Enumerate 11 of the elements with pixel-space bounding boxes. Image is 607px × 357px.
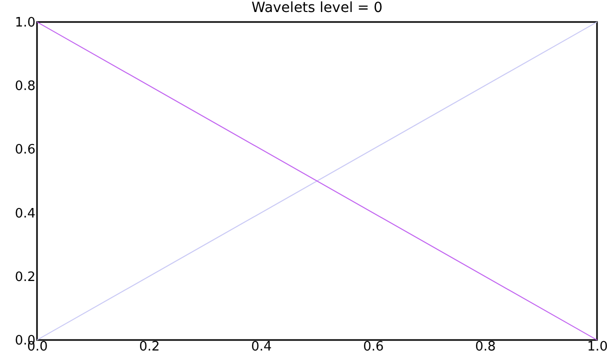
x-tick-label: 1.0 (587, 340, 607, 354)
y-tick-label: 0.8 (14, 79, 36, 94)
x-tick-label: 0.8 (475, 340, 496, 354)
x-tick-label: 0.4 (251, 340, 272, 354)
y-tick-label: 0.6 (14, 142, 36, 158)
y-tick-label: 0.4 (14, 206, 36, 222)
x-tick-label: 0.6 (363, 340, 384, 354)
y-tick-label: 0.2 (14, 270, 36, 285)
chart-title: Wavelets level = 0 (252, 0, 382, 16)
y-tick-label: 1.0 (14, 16, 36, 30)
x-tick-label: 0.2 (139, 340, 160, 354)
